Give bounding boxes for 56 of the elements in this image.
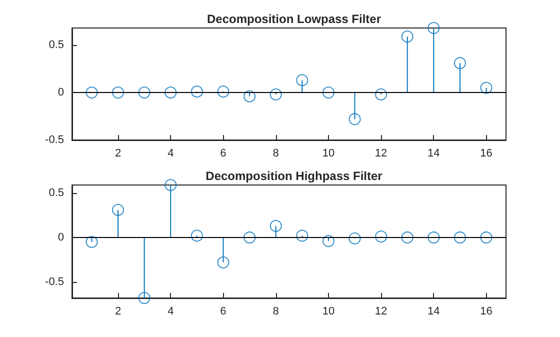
- x-tick-label: 6: [220, 306, 226, 318]
- y-tick-label: -0.5: [45, 134, 64, 146]
- chart-title: Decomposition Highpass Filter: [206, 169, 383, 183]
- x-tick-label: 14: [428, 306, 440, 318]
- x-tick-label: 12: [374, 148, 388, 160]
- x-tick-label: 14: [428, 148, 440, 160]
- y-tick-label: 0.5: [48, 39, 64, 52]
- point: [375, 88, 388, 100]
- x-tick-label: 6: [220, 148, 226, 160]
- x-tick-label: 10: [322, 148, 335, 160]
- chart-title: Decomposition Lowpass Filter: [206, 12, 382, 26]
- x-tick-label: 8: [272, 148, 279, 160]
- point: [401, 30, 414, 43]
- y-tick-label: 0: [58, 231, 64, 244]
- point: [454, 232, 466, 244]
- point: [190, 230, 203, 242]
- point: [322, 86, 334, 99]
- point: [138, 292, 150, 304]
- point: [164, 86, 177, 99]
- point: [401, 232, 414, 244]
- y-tick-label: 0.5: [48, 187, 64, 200]
- x-tick-label: 16: [480, 306, 492, 318]
- point: [428, 232, 440, 244]
- point: [348, 113, 361, 126]
- x-tick-label: 2: [114, 306, 122, 318]
- point: [270, 220, 282, 232]
- x-tick-label: 4: [168, 306, 174, 318]
- x-tick-label: 4: [168, 148, 174, 160]
- point: [112, 86, 124, 99]
- point: [454, 57, 466, 70]
- point: [112, 204, 124, 216]
- point: [244, 90, 256, 102]
- point: [322, 235, 334, 248]
- x-tick-label: 10: [322, 306, 335, 318]
- point: [138, 86, 150, 99]
- point: [244, 232, 256, 244]
- x-tick-label: 12: [374, 306, 388, 318]
- point: [480, 82, 492, 94]
- point: [428, 22, 440, 34]
- point: [348, 232, 361, 244]
- point: [217, 86, 230, 98]
- point: [296, 74, 308, 86]
- point: [217, 256, 230, 268]
- point: [190, 86, 203, 98]
- x-tick-label: 16: [480, 148, 492, 160]
- point: [480, 232, 492, 244]
- point: [164, 179, 177, 191]
- point: [375, 230, 388, 243]
- point: [86, 236, 98, 248]
- point: [270, 88, 282, 100]
- point: [86, 86, 98, 99]
- point: [296, 230, 308, 242]
- x-tick-label: 8: [272, 306, 279, 318]
- y-tick-label: -0.5: [45, 276, 64, 288]
- x-tick-label: 2: [114, 148, 122, 160]
- y-tick-label: 0: [58, 86, 64, 99]
